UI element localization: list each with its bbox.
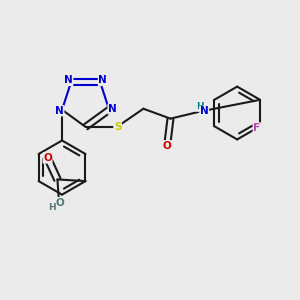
Text: N: N xyxy=(200,106,208,116)
Text: O: O xyxy=(163,141,172,151)
Text: N: N xyxy=(64,75,73,85)
Text: N: N xyxy=(55,106,64,116)
Text: S: S xyxy=(114,122,122,132)
Text: N: N xyxy=(108,104,117,114)
Text: O: O xyxy=(56,198,64,208)
Text: O: O xyxy=(43,153,52,163)
Text: N: N xyxy=(98,75,107,85)
Text: F: F xyxy=(253,123,260,133)
Text: H: H xyxy=(196,102,203,111)
Text: H: H xyxy=(48,203,55,212)
